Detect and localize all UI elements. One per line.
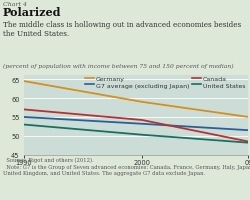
Text: Polarized: Polarized xyxy=(2,7,61,18)
Text: Source: Bigot and others (2012).
  Note: G7 is the Group of Seven advanced econo: Source: Bigot and others (2012). Note: G… xyxy=(2,157,250,175)
Text: (percent of population with income between 75 and 150 percent of median): (percent of population with income betwe… xyxy=(2,63,232,68)
Text: The middle class is hollowing out in advanced economies besides
the United State: The middle class is hollowing out in adv… xyxy=(2,21,240,38)
Legend: Germany, G7 average (excluding Japan), Canada, United States: Germany, G7 average (excluding Japan), C… xyxy=(85,76,244,88)
Text: Chart 4: Chart 4 xyxy=(2,2,26,7)
